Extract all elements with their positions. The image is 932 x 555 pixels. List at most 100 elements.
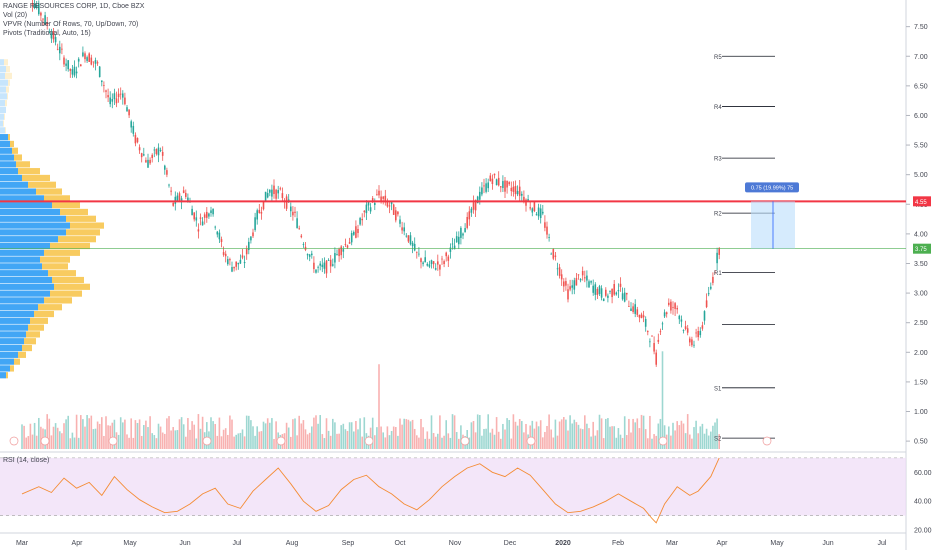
resistance-price-tag bbox=[913, 196, 931, 207]
candle-body bbox=[258, 209, 261, 214]
candle-body bbox=[655, 352, 657, 365]
candle-body bbox=[212, 208, 214, 215]
event-icon bbox=[9, 436, 19, 446]
volume-bar bbox=[69, 438, 72, 449]
volume-bar bbox=[170, 430, 172, 449]
candle-body bbox=[44, 15, 46, 24]
volume-bar bbox=[334, 422, 336, 449]
candle-body bbox=[149, 159, 151, 164]
candle-body bbox=[405, 235, 408, 237]
volume-bar bbox=[29, 423, 32, 449]
vpvr-up-bar bbox=[0, 134, 8, 141]
candle-body bbox=[266, 193, 269, 198]
vpvr-down-bar bbox=[26, 331, 40, 338]
candle-body bbox=[569, 286, 571, 290]
vpvr-up-bar bbox=[0, 127, 5, 134]
volume-bar bbox=[401, 424, 403, 449]
vpvr-up-bar bbox=[0, 283, 54, 290]
candle-body bbox=[481, 187, 483, 195]
vpvr-down-bar bbox=[38, 304, 62, 311]
pivot-label: R5 bbox=[714, 55, 722, 61]
candle-body bbox=[718, 248, 720, 255]
candle-body bbox=[588, 281, 590, 288]
pivot-label: R1 bbox=[714, 271, 722, 277]
y-tick-label: 0.50 bbox=[914, 439, 928, 446]
volume-bar bbox=[581, 429, 584, 449]
volume-bar bbox=[348, 422, 351, 449]
candle-body bbox=[504, 180, 506, 192]
volume-bar bbox=[617, 428, 620, 449]
candle-body bbox=[378, 190, 380, 196]
candle-body bbox=[151, 154, 153, 158]
candle-body bbox=[437, 261, 439, 265]
candle-body bbox=[455, 236, 458, 243]
vpvr-up-bar bbox=[0, 168, 18, 175]
candle-body bbox=[502, 181, 504, 188]
candle-body bbox=[598, 286, 601, 294]
candle-body bbox=[241, 255, 244, 258]
candle-body bbox=[203, 214, 206, 218]
candle-body bbox=[63, 57, 65, 65]
volume-bar bbox=[638, 428, 641, 449]
vpvr-down-bar bbox=[34, 310, 54, 318]
volume-bar bbox=[344, 429, 347, 449]
candle-body bbox=[145, 160, 147, 163]
candle-body bbox=[59, 46, 61, 54]
candle-body bbox=[579, 278, 582, 281]
x-tick-label: Apr bbox=[72, 540, 84, 547]
vpvr-up-bar bbox=[0, 297, 44, 304]
volume-bar bbox=[54, 423, 57, 449]
x-tick-label: Apr bbox=[717, 540, 729, 547]
volume-bar bbox=[399, 418, 401, 449]
volume-bar bbox=[132, 437, 135, 449]
volume-bar bbox=[376, 427, 378, 449]
candle-body bbox=[367, 202, 370, 206]
volume-bar bbox=[521, 421, 523, 449]
volume-bar bbox=[560, 419, 563, 449]
candle-body bbox=[311, 253, 313, 256]
candle-body bbox=[308, 254, 311, 257]
volume-bar bbox=[630, 432, 632, 449]
volume-bar bbox=[359, 418, 361, 449]
candle-body bbox=[42, 18, 44, 20]
candle-body bbox=[340, 246, 342, 256]
volume-bar bbox=[340, 425, 342, 449]
vpvr-down-bar bbox=[16, 161, 30, 168]
candle-body bbox=[323, 262, 326, 269]
volume-bar bbox=[500, 438, 502, 449]
volume-bar bbox=[27, 436, 30, 449]
volume-bar bbox=[224, 428, 227, 449]
candle-body bbox=[243, 262, 246, 264]
vpvr-up-bar bbox=[0, 154, 14, 161]
candle-body bbox=[346, 245, 349, 248]
volume-bar bbox=[472, 421, 475, 449]
candle-body bbox=[525, 199, 527, 206]
candle-body bbox=[256, 210, 258, 220]
candle-body bbox=[170, 190, 172, 192]
volume-bar bbox=[220, 436, 223, 449]
volume-bar bbox=[403, 418, 405, 449]
vpvr-down-bar bbox=[36, 188, 62, 195]
volume-bar bbox=[88, 418, 90, 449]
candle-body bbox=[134, 134, 137, 144]
volume-bar bbox=[470, 422, 473, 449]
candle-body bbox=[206, 211, 208, 218]
volume-bar bbox=[607, 418, 609, 449]
vpvr-up-bar bbox=[0, 236, 58, 243]
candle-body bbox=[611, 288, 613, 298]
volume-bar bbox=[439, 415, 441, 449]
candle-body bbox=[214, 226, 216, 228]
volume-bar bbox=[672, 422, 674, 449]
x-tick-label: Jul bbox=[233, 540, 242, 547]
volume-bar bbox=[680, 420, 683, 449]
candle-body bbox=[103, 85, 105, 86]
candle-body bbox=[430, 260, 433, 265]
candle-body bbox=[411, 242, 414, 247]
candle-body bbox=[512, 186, 515, 192]
volume-bar bbox=[262, 421, 265, 449]
candle-body bbox=[344, 244, 347, 245]
candle-body bbox=[300, 235, 303, 238]
volume-bar bbox=[460, 425, 462, 449]
